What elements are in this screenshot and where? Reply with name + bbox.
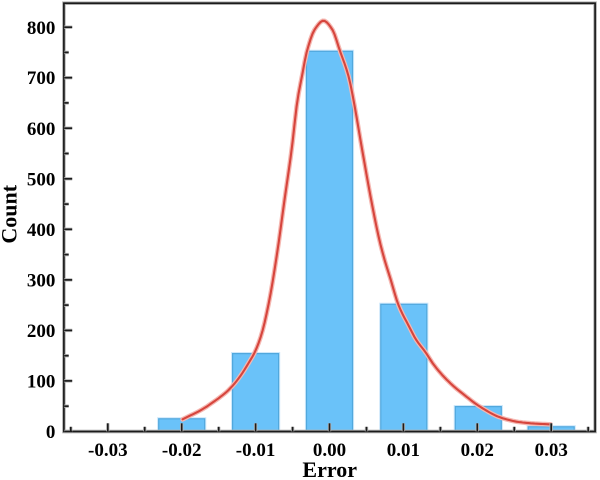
svg-text:200: 200 [27,321,56,342]
svg-text:-0.01: -0.01 [236,440,276,461]
svg-text:-0.02: -0.02 [162,440,202,461]
svg-text:Count: Count [0,184,21,243]
svg-text:100: 100 [27,371,56,392]
svg-text:700: 700 [27,68,56,89]
svg-text:0.01: 0.01 [387,440,420,461]
svg-text:400: 400 [27,220,56,241]
svg-text:-0.03: -0.03 [88,440,128,461]
svg-text:300: 300 [27,270,56,291]
svg-text:Error: Error [302,457,357,480]
svg-text:600: 600 [27,119,56,140]
svg-text:500: 500 [27,169,56,190]
svg-text:800: 800 [27,18,56,39]
svg-text:0.02: 0.02 [461,440,494,461]
svg-text:0.00: 0.00 [313,440,346,461]
svg-text:0.03: 0.03 [535,440,568,461]
svg-text:0: 0 [46,422,56,443]
